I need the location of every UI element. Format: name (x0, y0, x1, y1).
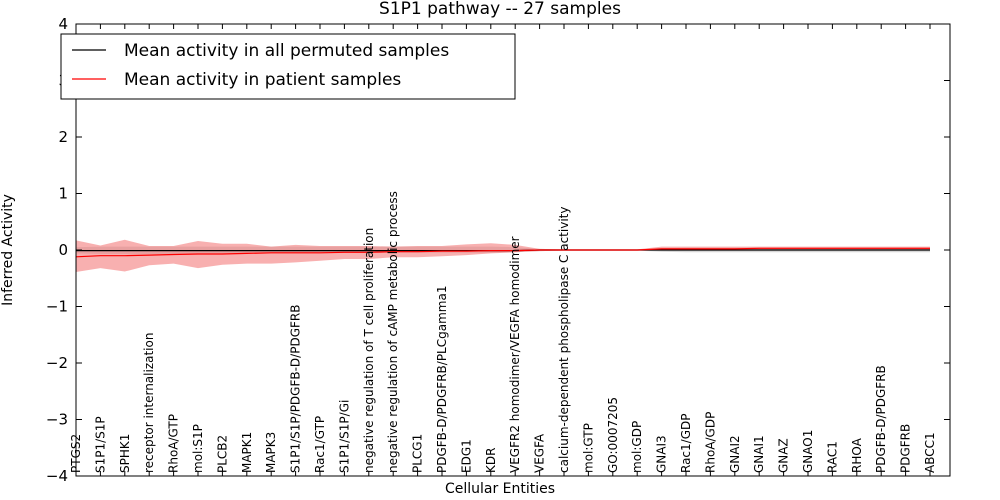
x-tick-label: PDGFRB (899, 424, 913, 473)
x-tick-label: RhoA/GDP (703, 412, 717, 473)
y-axis-label: Inferred Activity (0, 194, 16, 306)
x-axis: PTGS2 S1P1/S1P SPHK1 receptor internalizati… (69, 24, 937, 476)
plot-frame (75, 23, 951, 477)
x-tick-label: MAPK3 (264, 432, 278, 473)
x-tick-label: PLCG1 (411, 434, 425, 473)
x-tick-label: GO:0007205 (606, 397, 620, 473)
x-axis-label: Cellular Entities (445, 481, 555, 497)
legend-label-patient: Mean activity in patient samples (124, 70, 401, 90)
x-tick-label: EDG1 (459, 439, 473, 473)
legend-label-permuted: Mean activity in all permuted samples (124, 41, 449, 61)
x-tick-label: Rac1/GDP (679, 414, 693, 473)
x-tick-label: GNAI1 (752, 435, 766, 473)
x-tick-label: negative regulation of cAMP metabolic pr… (386, 191, 400, 473)
x-tick-label: SPHK1 (118, 434, 132, 473)
y-tick-label: 0 (58, 241, 68, 259)
x-tick-label: S1P1/S1P (93, 416, 107, 473)
x-tick-label: GNAI3 (655, 435, 669, 473)
x-tick-label: mol:S1P (191, 424, 205, 473)
x-tick-label: RHOA (850, 437, 864, 473)
x-tick-label: MAPK1 (240, 432, 254, 473)
confidence-bands (76, 239, 930, 272)
y-tick-label: −2 (46, 354, 68, 372)
x-tick-label: RhoA/GTP (167, 414, 181, 473)
x-tick-label: receptor internalization (142, 333, 156, 473)
band-series-1 (76, 239, 930, 272)
y-tick-label: −1 (46, 298, 68, 316)
y-tick-label: 2 (58, 128, 68, 146)
x-tick-label: GNAI2 (728, 435, 742, 473)
x-tick-label: S1P1/S1P/Gi (337, 400, 351, 473)
x-tick-label: RAC1 (825, 441, 839, 473)
chart-title: S1P1 pathway -- 27 samples (379, 0, 621, 19)
legend: Mean activity in all permuted samples Me… (60, 33, 516, 100)
x-tick-label: Rac1/GTP (313, 416, 327, 473)
x-tick-label: negative regulation of T cell proliferat… (362, 228, 376, 473)
x-tick-label: PLCB2 (215, 435, 229, 473)
x-tick-label: calcium-dependent phospholipase C activi… (557, 207, 571, 473)
x-tick-label: GNAO1 (801, 430, 815, 473)
x-tick-label: GNAZ (777, 438, 791, 473)
y-tick-label: 4 (58, 15, 68, 33)
x-tick-label: PDGFB-D/PDGFRB (874, 365, 888, 473)
y-tick-label: −4 (46, 467, 68, 485)
x-tick-label: S1P1/S1P/PDGFB-D/PDGFRB (289, 305, 303, 473)
series-lines (75, 247, 930, 258)
x-tick-label: mol:GDP (630, 421, 644, 473)
line-series-1 (75, 247, 930, 258)
y-tick-label: −3 (46, 411, 68, 429)
x-tick-label: KDR (484, 448, 498, 473)
x-tick-label: PDGFB-D/PDGFRB/PLCgamma1 (435, 286, 449, 473)
x-tick-label: mol:GTP (581, 423, 595, 473)
x-tick-label: ABCC1 (923, 432, 937, 473)
y-tick-label: 1 (58, 185, 68, 203)
x-tick-label: VEGFA (533, 433, 547, 473)
legend-box (60, 33, 516, 100)
x-tick-label: VEGFR2 homodimer/VEGFA homodimer (508, 236, 522, 473)
